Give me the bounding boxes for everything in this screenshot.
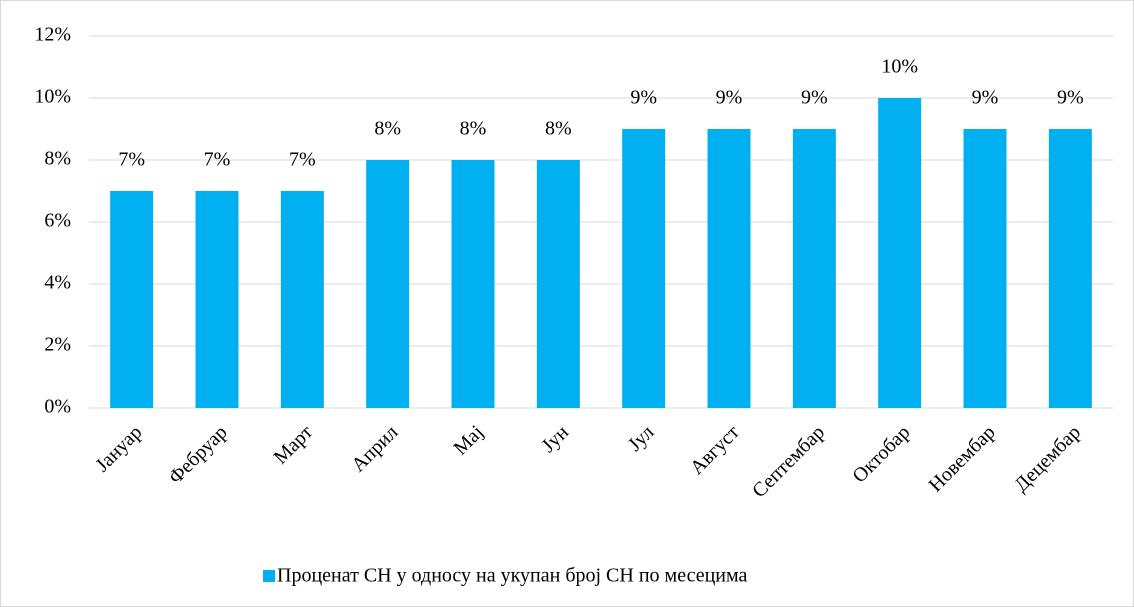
bar: [963, 129, 1007, 408]
legend-label: Проценат СН у односу на укупан број СН п…: [277, 565, 747, 587]
data-label: 8%: [545, 118, 572, 140]
legend-swatch: [263, 570, 275, 582]
y-tick-label: 4%: [44, 272, 71, 294]
bar: [878, 98, 922, 408]
bar: [707, 129, 751, 408]
data-label: 7%: [289, 149, 316, 171]
y-tick-label: 12%: [34, 24, 71, 46]
bar: [1048, 129, 1092, 408]
data-label: 9%: [801, 87, 828, 109]
bar: [280, 191, 324, 408]
y-tick-label: 10%: [34, 86, 71, 108]
bar: [195, 191, 239, 408]
bar: [536, 160, 580, 408]
bar: [451, 160, 495, 408]
data-label: 8%: [374, 118, 401, 140]
bar: [110, 191, 154, 408]
data-label: 8%: [460, 118, 487, 140]
data-label: 9%: [630, 87, 657, 109]
data-label: 9%: [716, 87, 743, 109]
y-tick-label: 2%: [44, 334, 71, 356]
y-tick-label: 6%: [44, 210, 71, 232]
bar: [622, 129, 666, 408]
data-label: 7%: [118, 149, 145, 171]
data-label: 10%: [881, 56, 918, 78]
y-tick-label: 8%: [44, 148, 71, 170]
bar: [792, 129, 836, 408]
data-label: 7%: [204, 149, 231, 171]
y-tick-label: 0%: [44, 396, 71, 418]
data-label: 9%: [972, 87, 999, 109]
bar: [366, 160, 410, 408]
data-label: 9%: [1057, 87, 1084, 109]
